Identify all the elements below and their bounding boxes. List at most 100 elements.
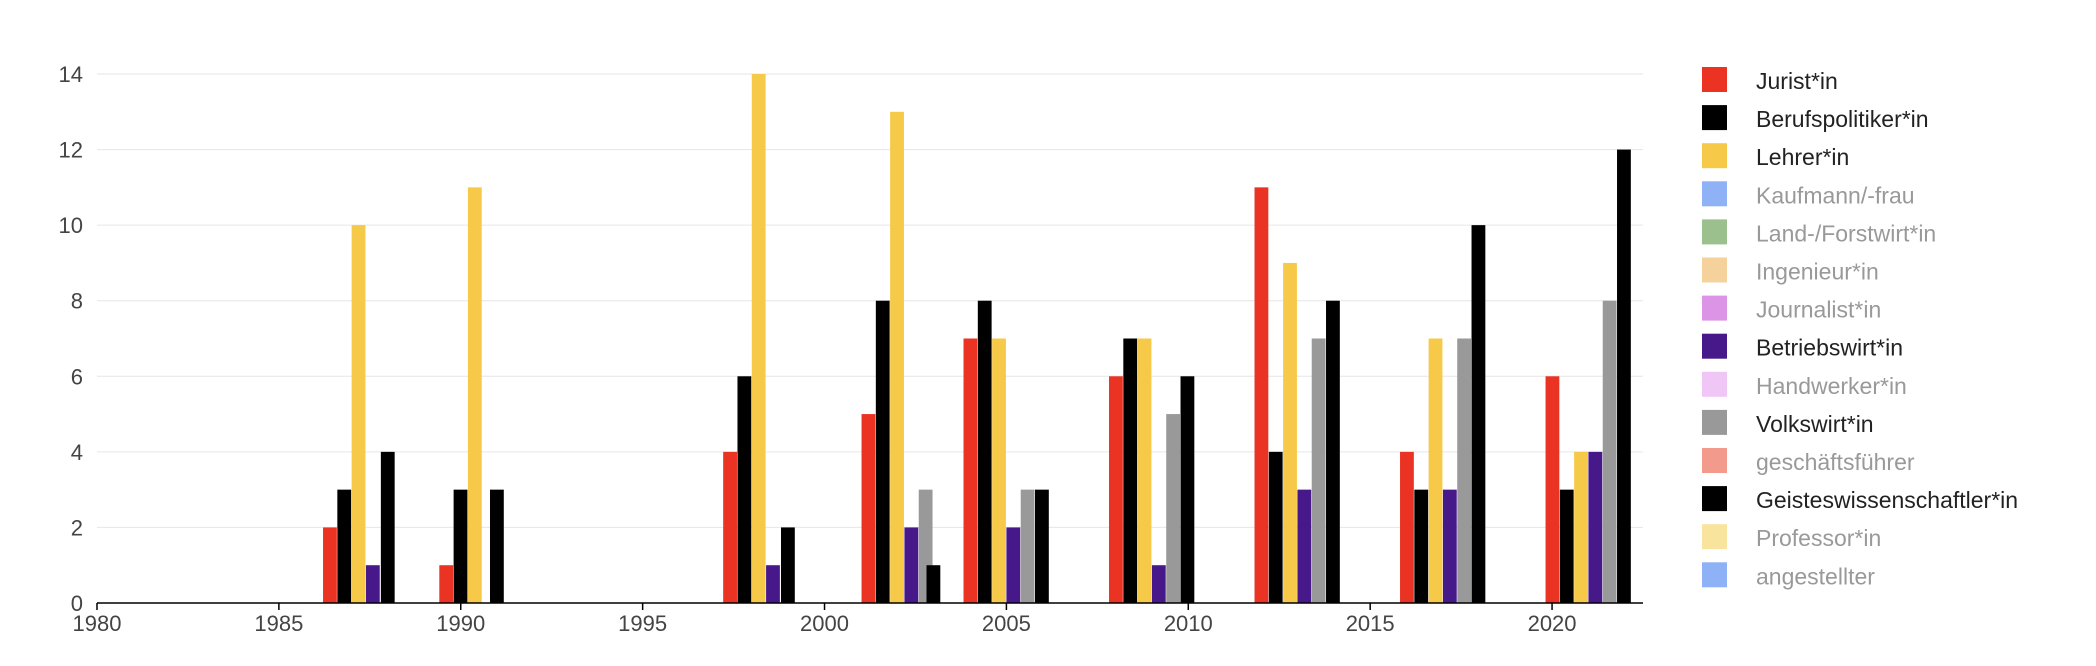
legend-label: angestellter [1756,563,1875,589]
legend-item[interactable]: Ingenieur*in [1702,257,1879,285]
legend-swatch [1702,219,1727,245]
y-tick-label: 8 [71,289,83,314]
legend-label: Berufspolitiker*in [1756,106,1929,132]
bar-juristin-2009[interactable] [1109,376,1123,603]
legend-item[interactable]: Land-/Forstwirt*in [1702,219,1936,246]
bar-juristin-2005[interactable] [963,338,978,604]
bar-juristin-1990[interactable] [439,565,454,603]
bar-lehrerin-1998[interactable] [751,74,766,603]
legend-swatch [1702,295,1727,321]
x-tick-label: 2015 [1346,611,1395,636]
legend-label: Jurist*in [1756,68,1838,94]
x-tick-label: 2010 [1164,611,1213,636]
legend-item[interactable]: Journalist*in [1702,295,1881,323]
bar-lehrerin-1987[interactable] [351,225,366,603]
legend-swatch [1702,333,1727,359]
x-tick-label: 2020 [1528,611,1577,636]
y-tick-label: 6 [71,364,83,389]
bar-berufspolitikerin-1990[interactable] [453,489,468,603]
legend-label: Handwerker*in [1756,373,1907,399]
bar-geisteswissenschaftlerin-2003[interactable] [926,565,941,603]
bar-volkswirtin-2009[interactable] [1166,414,1181,603]
legend-label: geschäftsführer [1756,449,1915,475]
bar-volkswirtin-2005[interactable] [1020,489,1035,603]
bar-betriebswirtin-2013[interactable] [1297,489,1312,603]
legend-item[interactable]: Lehrer*in [1702,143,1849,170]
legend[interactable]: Jurist*in Berufspolitiker*in Lehrer*in Kauf… [1702,67,2018,589]
bar-juristin-2013[interactable] [1254,187,1269,603]
bar-betriebswirtin-1998[interactable] [766,565,780,603]
bar-berufspolitikerin-2017[interactable] [1414,489,1429,603]
bar-berufspolitikerin-2009[interactable] [1123,338,1138,604]
bar-volkswirtin-2013[interactable] [1311,338,1326,604]
legend-item[interactable]: Kaufmann/-frau [1702,181,1915,208]
bar-betriebswirtin-1987[interactable] [365,565,380,603]
bar-betriebswirtin-2021[interactable] [1588,451,1603,603]
bar-betriebswirtin-2009[interactable] [1151,565,1166,603]
bar-lehrerin-2021[interactable] [1574,451,1588,603]
legend-item[interactable]: Betriebswirt*in [1702,333,1903,361]
bar-lehrerin-2017[interactable] [1428,338,1443,604]
legend-label: Land-/Forstwirt*in [1756,220,1936,246]
legend-swatch [1702,409,1727,435]
bar-berufspolitikerin-2005[interactable] [977,300,992,603]
bar-berufspolitikerin-2013[interactable] [1268,451,1283,603]
legend-swatch [1702,67,1727,92]
legend-swatch [1702,486,1727,512]
bar-berufspolitikerin-2002[interactable] [875,300,890,603]
legend-item[interactable]: Volkswirt*in [1702,409,1874,437]
legend-item[interactable]: angestellter [1702,562,1875,589]
legend-label: Journalist*in [1756,297,1881,323]
bar-betriebswirtin-2002[interactable] [904,527,919,603]
bar-geisteswissenschaftlerin-2017[interactable] [1471,225,1486,603]
bar-berufspolitikerin-2021[interactable] [1559,489,1574,603]
legend-item[interactable]: Handwerker*in [1702,371,1907,399]
bar-lehrerin-2013[interactable] [1283,262,1297,603]
bar-geisteswissenschaftlerin-1999[interactable] [781,527,795,603]
bar-berufspolitikerin-1987[interactable] [337,489,352,603]
bar-volkswirtin-2021[interactable] [1602,300,1617,603]
bar-geisteswissenschaftlerin-1988[interactable] [380,451,395,603]
legend-item[interactable]: Jurist*in [1702,67,1838,94]
legend-label: Ingenieur*in [1756,259,1879,285]
bar-juristin-1987[interactable] [323,527,337,603]
bar-lehrerin-2009[interactable] [1137,338,1152,604]
bar-geisteswissenschaftlerin-2013[interactable] [1326,300,1340,603]
bar-geisteswissenschaftlerin-1991[interactable] [489,489,504,603]
legend-item[interactable]: Geisteswissenschaftler*in [1702,486,2018,513]
legend-label: Lehrer*in [1756,144,1849,170]
y-tick-label: 4 [71,440,83,465]
legend-swatch [1702,143,1727,169]
bar-betriebswirtin-2017[interactable] [1442,489,1457,603]
bar-geisteswissenschaftlerin-2009[interactable] [1180,376,1195,603]
legend-swatch [1702,371,1727,397]
legend-item[interactable]: geschäftsführer [1702,448,1915,475]
bar-berufspolitikerin-1998[interactable] [737,376,752,603]
bar-betriebswirtin-2005[interactable] [1006,527,1021,603]
legend-label: Geisteswissenschaftler*in [1756,487,2018,513]
bar-juristin-2017[interactable] [1400,451,1414,603]
x-tick-label: 1985 [254,611,303,636]
bars [323,74,1631,604]
x-tick-label: 1995 [618,611,667,636]
x-tick-label: 2005 [982,611,1031,636]
bar-lehrerin-2005[interactable] [992,338,1006,604]
legend-label: Betriebswirt*in [1756,335,1903,361]
legend-swatch [1702,524,1727,550]
bar-lehrerin-2002[interactable] [890,111,904,604]
bar-lehrerin-1990[interactable] [467,187,482,603]
bar-geisteswissenschaftlerin-2005[interactable] [1035,489,1049,603]
bar-juristin-2021[interactable] [1545,376,1560,603]
bar-volkswirtin-2017[interactable] [1457,338,1472,604]
legend-item[interactable]: Professor*in [1702,524,1881,551]
bar-juristin-2002[interactable] [861,414,876,603]
legend-item[interactable]: Berufspolitiker*in [1702,105,1929,132]
legend-swatch [1702,562,1727,588]
y-tick-label: 10 [59,213,83,238]
bar-juristin-1998[interactable] [723,451,737,603]
legend-swatch [1702,257,1727,283]
bar-geisteswissenschaftlerin-2021[interactable] [1617,149,1631,604]
legend-label: Kaufmann/-frau [1756,182,1915,208]
x-tick-label: 1980 [73,611,122,636]
